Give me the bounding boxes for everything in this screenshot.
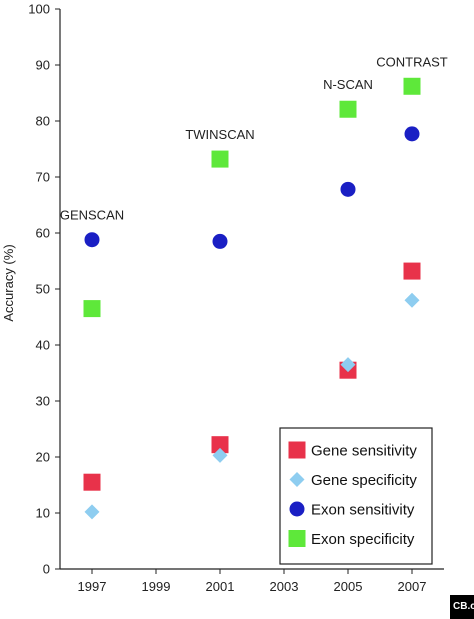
legend-label-gene-sensitivity: Gene sensitivity xyxy=(311,443,417,460)
x-tick-label: 1999 xyxy=(142,579,171,594)
y-tick-label: 60 xyxy=(36,226,50,241)
y-tick-label: 30 xyxy=(36,394,50,409)
legend-marker-gene-sensitivity xyxy=(288,441,306,459)
legend-label-gene-specificity: Gene specificity xyxy=(311,472,417,489)
point-gene-specificity xyxy=(212,447,228,463)
legend-marker-gene-specificity xyxy=(289,472,305,487)
point-gene-specificity xyxy=(340,357,356,373)
legend-marker-exon-specificity xyxy=(288,530,306,547)
x-tick-label: 2001 xyxy=(206,579,235,594)
annotation-label: GENSCAN xyxy=(60,208,124,223)
point-exon-sensitivity xyxy=(404,126,420,142)
y-tick-label: 0 xyxy=(43,562,50,577)
point-exon-specificity xyxy=(83,300,101,318)
y-tick-label: 70 xyxy=(36,170,50,185)
legend-label-exon-specificity: Exon specificity xyxy=(311,531,415,548)
annotation-label: N-SCAN xyxy=(323,77,373,92)
legend-marker-exon-sensitivity xyxy=(289,501,305,517)
point-gene-sensitivity xyxy=(211,436,229,454)
annotation-label: TWINSCAN xyxy=(185,127,254,142)
y-tick-label: 90 xyxy=(36,58,50,73)
point-exon-specificity xyxy=(403,77,421,95)
data-points xyxy=(83,77,421,520)
legend-label-exon-sensitivity: Exon sensitivity xyxy=(311,502,415,519)
point-gene-sensitivity xyxy=(403,262,421,280)
y-tick-label: 100 xyxy=(28,2,50,17)
corner-badge: CB.c xyxy=(450,595,474,619)
point-gene-sensitivity xyxy=(83,473,101,491)
y-axis-title: Accuracy (%) xyxy=(1,244,16,321)
x-tick-label: 2003 xyxy=(270,579,299,594)
legend: Gene sensitivity Gene specificity Exon sen… xyxy=(279,427,433,565)
point-gene-specificity xyxy=(404,292,420,308)
point-exon-specificity xyxy=(211,150,229,168)
annotation-label: CONTRAST xyxy=(376,54,448,69)
x-tick-label: 1997 xyxy=(78,579,107,594)
y-tick-label: 80 xyxy=(36,114,50,129)
x-tick-label: 2005 xyxy=(334,579,363,594)
point-exon-sensitivity xyxy=(84,232,100,248)
point-exon-sensitivity xyxy=(212,233,228,249)
y-tick-label: 20 xyxy=(36,450,50,465)
point-gene-specificity xyxy=(84,504,100,520)
point-exon-sensitivity xyxy=(340,181,356,197)
y-tick-label: 40 xyxy=(36,338,50,353)
axes: 0 10 20 30 40 50 60 70 80 90 100 1997 1999 2001 2003 20… xyxy=(1,2,444,594)
point-exon-specificity xyxy=(339,100,357,118)
y-tick-label: 10 xyxy=(36,506,50,521)
x-tick-label: 2007 xyxy=(398,579,427,594)
y-tick-label: 50 xyxy=(36,282,50,297)
